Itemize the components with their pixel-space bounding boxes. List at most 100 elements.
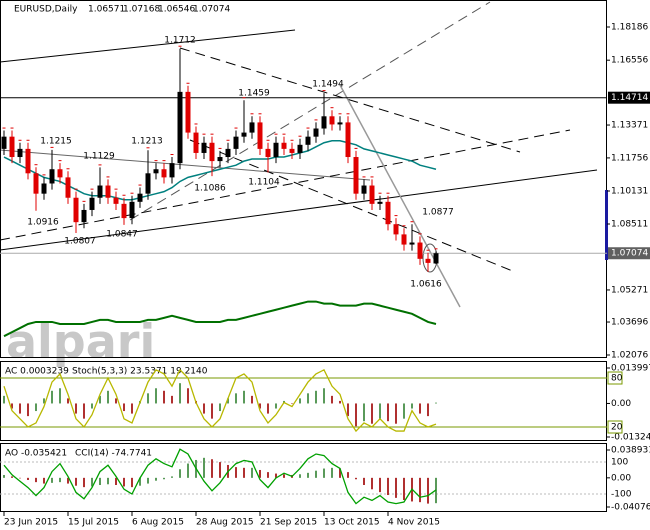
histogram-bar <box>163 390 165 404</box>
x-tick-label: 6 Aug 2015 <box>132 518 184 528</box>
histogram-bar <box>147 477 149 484</box>
trendline <box>0 129 571 241</box>
histogram-bar <box>131 477 133 488</box>
candle-body <box>49 169 55 184</box>
histogram-bar <box>259 403 261 409</box>
x-tick-label: 4 Nov 2015 <box>388 518 440 528</box>
x-tick-label: 28 Aug 2015 <box>196 518 254 528</box>
candle-body <box>73 197 79 223</box>
candle-body <box>145 173 151 194</box>
histogram-bar <box>67 477 69 484</box>
candle-body <box>97 185 103 198</box>
histogram-bar <box>163 477 165 480</box>
histogram-bar <box>387 403 389 422</box>
histogram-bar <box>355 477 357 480</box>
candle-body <box>393 224 399 235</box>
candle-body <box>305 136 311 145</box>
y-tick-label: 1.03696 <box>611 318 648 328</box>
candle-body <box>129 201 135 219</box>
ac-panel-border <box>0 361 607 441</box>
histogram-bar <box>115 398 117 404</box>
histogram-bar <box>123 403 125 412</box>
histogram-bar <box>59 388 61 404</box>
histogram-bar <box>315 390 317 404</box>
candle-body <box>25 148 31 174</box>
y-tick-label: 0.038931 <box>611 445 650 455</box>
candle-body <box>225 148 231 158</box>
y2-tick-label: -100 <box>611 490 632 500</box>
histogram-bar <box>427 477 429 504</box>
price-annotations: 1.1712 1.1494 1.1459 1.1215 1.1213 1.112… <box>27 36 454 290</box>
candle-body <box>81 209 87 223</box>
y-tick-label: 1.13371 <box>611 121 648 131</box>
histogram-bar <box>323 468 325 478</box>
candle-body <box>153 169 159 174</box>
histogram-bar <box>283 474 285 478</box>
candle-body <box>33 173 39 194</box>
histogram-bar <box>387 477 389 496</box>
candle-body <box>137 193 143 202</box>
scroll-marker <box>605 190 608 260</box>
candle-body <box>105 185 111 198</box>
ao-panel-border <box>0 443 607 512</box>
annotation: 1.1086 <box>194 184 226 194</box>
histogram-bar <box>115 477 117 485</box>
candle-body <box>113 197 119 204</box>
histogram-bar <box>91 477 93 487</box>
candle-body <box>249 122 255 133</box>
histogram-bar <box>339 400 341 404</box>
histogram-bar <box>75 403 77 414</box>
histogram-bar <box>371 477 373 490</box>
histogram-bar <box>395 403 397 424</box>
trendline <box>0 169 598 251</box>
indicator-title: AO -0.035421 <box>5 449 67 459</box>
candle-body <box>161 169 167 178</box>
histogram-bar <box>211 403 213 419</box>
candle-body <box>417 242 423 259</box>
histogram-bar <box>435 402 437 404</box>
annotation: 1.1494 <box>312 80 344 90</box>
candle-body <box>409 242 415 245</box>
candle-body <box>65 177 71 198</box>
candle-body <box>337 122 343 125</box>
level-tag <box>607 420 623 434</box>
y-tick-label: 0.013997 <box>611 364 650 374</box>
y-tick-label: 1.11756 <box>611 153 648 163</box>
histogram-bar <box>235 393 237 404</box>
histogram-bar <box>219 462 221 478</box>
candle-body <box>345 122 351 158</box>
histogram-bar <box>35 403 37 412</box>
annotation: 1.1213 <box>131 137 163 147</box>
annotation: 1.1459 <box>238 89 270 99</box>
annotation: 1.0877 <box>422 208 454 218</box>
histogram-bar <box>251 467 253 478</box>
oscillator-line <box>3 368 437 433</box>
candle-body <box>89 197 95 210</box>
histogram-bar <box>203 457 205 478</box>
candle-body <box>425 258 431 263</box>
candle-body <box>273 142 279 158</box>
candle-body <box>297 144 303 153</box>
histogram-bar <box>259 469 261 478</box>
histogram-bar <box>355 403 357 427</box>
chart-title: EURUSD,Daily <box>14 5 78 15</box>
trendline <box>0 29 296 63</box>
histogram-bar <box>219 403 221 412</box>
histogram-bar <box>123 477 125 487</box>
annotation: 1.1215 <box>40 137 72 147</box>
histogram-bar <box>139 477 141 486</box>
histogram-bar <box>59 477 61 483</box>
candle-body <box>401 234 407 245</box>
annotation: 1.0916 <box>27 218 59 228</box>
histogram-bar <box>267 472 269 478</box>
annotation: 1.0847 <box>106 230 138 240</box>
candle-body <box>57 169 63 178</box>
histogram-bar <box>307 393 309 404</box>
histogram-bar <box>403 477 405 501</box>
histogram-bar <box>187 388 189 404</box>
histogram-bar <box>427 403 429 417</box>
price-line-label: 1.14714 <box>611 93 648 103</box>
histogram-bar <box>203 403 205 414</box>
histogram-bar <box>67 398 69 404</box>
histogram-bar <box>43 398 45 404</box>
